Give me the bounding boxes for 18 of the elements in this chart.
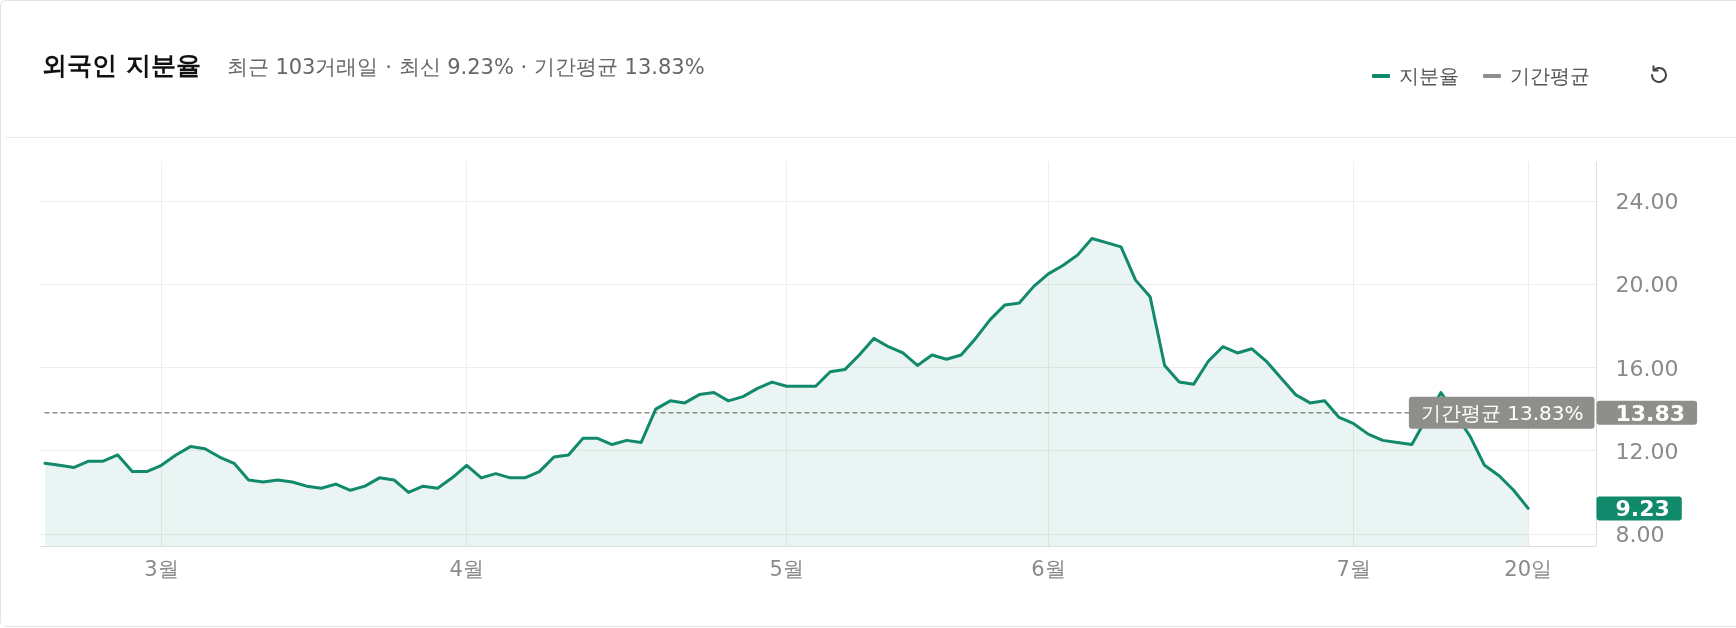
x-tick-label: 6월 [1031, 556, 1066, 581]
x-tick-label: 4월 [449, 556, 484, 581]
x-tick-label: 7월 [1336, 556, 1371, 581]
chart-subtitle: 최근 103거래일 · 최신 9.23% · 기간평균 13.83% [226, 54, 705, 81]
y-tick-label: 24.00 [1615, 189, 1679, 215]
legend-label: 지분율 [1399, 63, 1459, 90]
x-tick-label: 3월 [144, 556, 179, 581]
y-tick-label: 9.23 [1615, 496, 1670, 522]
legend-label: 기간평균 [1510, 63, 1590, 90]
chart-title: 외국인 지분율 [42, 50, 201, 82]
y-tick-label: 13.83 [1615, 400, 1686, 426]
annotation: 기간평균 13.83% [1420, 400, 1584, 425]
y-tick-label: 16.00 [1615, 355, 1679, 381]
x-tick-label: 20일 [1504, 556, 1553, 581]
x-tick-label: 5월 [769, 556, 804, 581]
y-tick-label: 20.00 [1615, 272, 1679, 298]
y-tick-label: 12.00 [1615, 438, 1679, 464]
y-tick-label: 8.00 [1615, 522, 1665, 548]
